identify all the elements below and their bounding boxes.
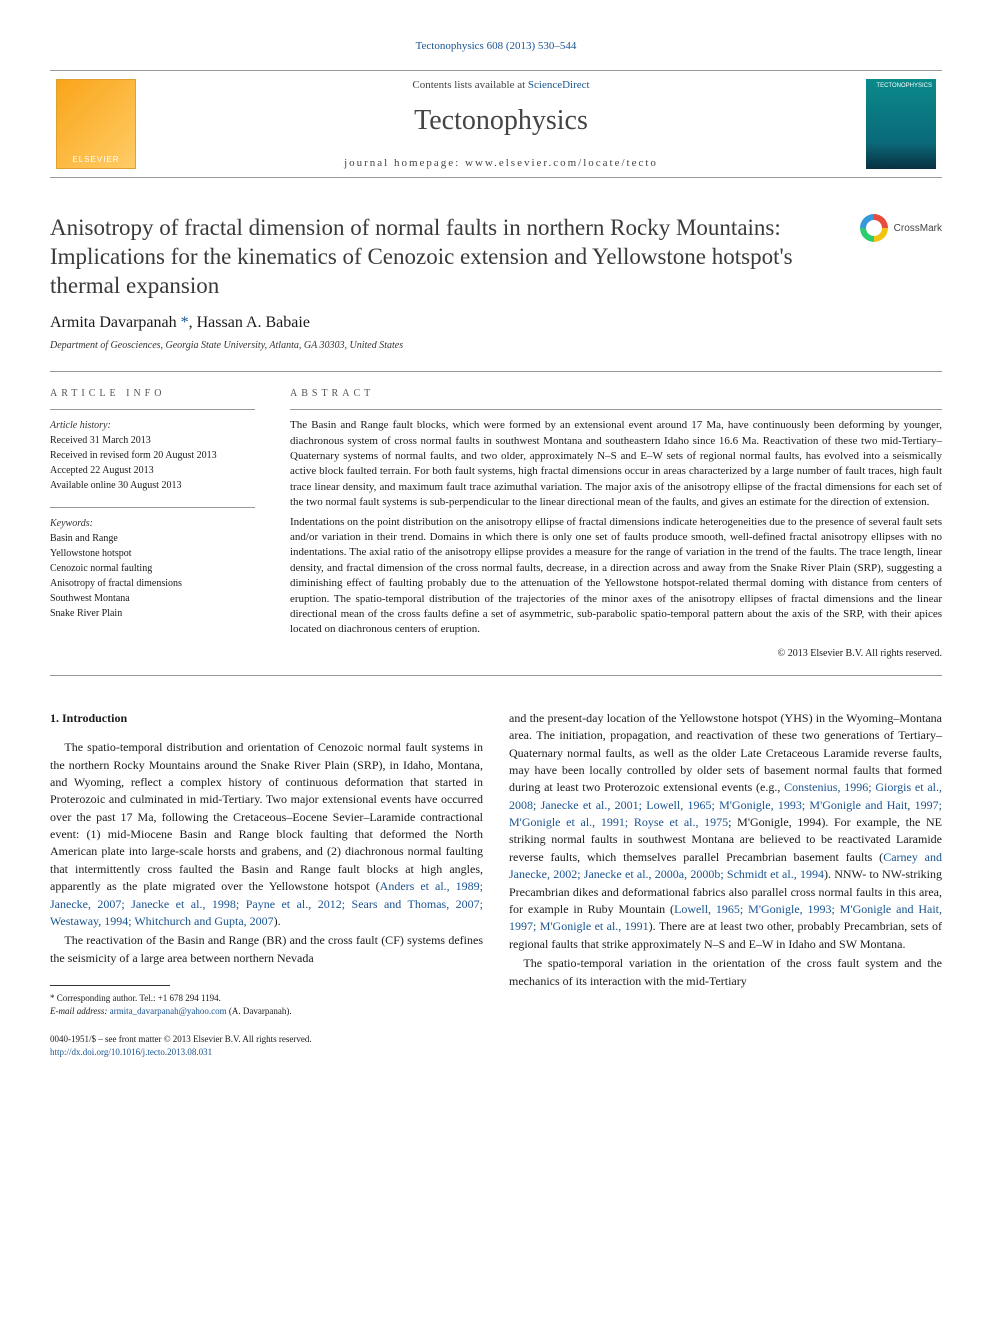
email-line: E-mail address: armita_davarpanah@yahoo.…: [50, 1005, 483, 1018]
keyword: Anisotropy of fractal dimensions: [50, 576, 255, 591]
section-heading: 1. Introduction: [50, 710, 483, 727]
body-text: ).: [274, 914, 281, 928]
body-text: The spatio-temporal distribution and ori…: [50, 740, 483, 893]
history-accepted: Accepted 22 August 2013: [50, 463, 255, 478]
email-suffix: (A. Davarpanah).: [227, 1006, 292, 1016]
body-paragraph: The spatio-temporal variation in the ori…: [509, 955, 942, 990]
keyword: Snake River Plain: [50, 606, 255, 621]
crossmark-widget[interactable]: CrossMark: [860, 214, 942, 242]
body-paragraph: The spatio-temporal distribution and ori…: [50, 739, 483, 930]
article-info-sidebar: ARTICLE INFO Article history: Received 3…: [50, 372, 270, 674]
body-columns: 1. Introduction The spatio-temporal dist…: [50, 710, 942, 1059]
corresponding-mark[interactable]: *: [181, 314, 189, 331]
footnote-rule: [50, 985, 170, 986]
affiliation: Department of Geosciences, Georgia State…: [50, 340, 942, 351]
header-center: Contents lists available at ScienceDirec…: [136, 79, 866, 169]
article-info-heading: ARTICLE INFO: [50, 388, 255, 399]
keyword: Southwest Montana: [50, 591, 255, 606]
crossmark-icon: [860, 214, 888, 242]
journal-homepage: journal homepage: www.elsevier.com/locat…: [136, 157, 866, 169]
bottom-meta: 0040-1951/$ – see front matter © 2013 El…: [50, 1033, 483, 1058]
abstract-p2: Indentations on the point distribution o…: [290, 515, 942, 638]
keyword: Basin and Range: [50, 531, 255, 546]
article-history: Article history: Received 31 March 2013 …: [50, 418, 255, 493]
keyword: Yellowstone hotspot: [50, 546, 255, 561]
author-1: Armita Davarpanah: [50, 314, 177, 331]
body-paragraph: and the present-day location of the Yell…: [509, 710, 942, 953]
email-link[interactable]: armita_davarpanah@yahoo.com: [110, 1006, 227, 1016]
article-title: Anisotropy of fractal dimension of norma…: [50, 214, 800, 300]
abstract-text: The Basin and Range fault blocks, which …: [290, 418, 942, 637]
crossmark-label: CrossMark: [894, 223, 942, 234]
journal-cover-thumb: TECTONOPHYSICS: [866, 79, 936, 169]
left-column: 1. Introduction The spatio-temporal dist…: [50, 710, 483, 1059]
corr-author-line: * Corresponding author. Tel.: +1 678 294…: [50, 992, 483, 1005]
keywords-block: Keywords: Basin and Range Yellowstone ho…: [50, 516, 255, 621]
homepage-prefix: journal homepage:: [344, 157, 465, 169]
running-citation: Tectonophysics 608 (2013) 530–544: [50, 40, 942, 52]
homepage-url: www.elsevier.com/locate/tecto: [465, 157, 658, 169]
contents-prefix: Contents lists available at: [412, 79, 527, 91]
journal-header: ELSEVIER Contents lists available at Sci…: [50, 70, 942, 178]
abstract-copyright: © 2013 Elsevier B.V. All rights reserved…: [290, 648, 942, 659]
right-column: and the present-day location of the Yell…: [509, 710, 942, 1059]
corresponding-footnote: * Corresponding author. Tel.: +1 678 294…: [50, 992, 483, 1017]
history-online: Available online 30 August 2013: [50, 478, 255, 493]
doi-link[interactable]: http://dx.doi.org/10.1016/j.tecto.2013.0…: [50, 1047, 212, 1057]
elsevier-logo: ELSEVIER: [56, 79, 136, 169]
author-2: , Hassan A. Babaie: [189, 314, 310, 331]
history-revised: Received in revised form 20 August 2013: [50, 448, 255, 463]
abstract-p1: The Basin and Range fault blocks, which …: [290, 418, 942, 510]
abstract-heading: ABSTRACT: [290, 388, 942, 399]
body-paragraph: The reactivation of the Basin and Range …: [50, 932, 483, 967]
history-received: Received 31 March 2013: [50, 433, 255, 448]
issn-line: 0040-1951/$ – see front matter © 2013 El…: [50, 1033, 483, 1046]
author-list: Armita Davarpanah *, Hassan A. Babaie: [50, 314, 942, 332]
keywords-label: Keywords:: [50, 516, 255, 531]
email-label: E-mail address:: [50, 1006, 110, 1016]
contents-line: Contents lists available at ScienceDirec…: [136, 79, 866, 91]
history-label: Article history:: [50, 418, 255, 433]
abstract-column: ABSTRACT The Basin and Range fault block…: [270, 372, 942, 674]
sciencedirect-link[interactable]: ScienceDirect: [528, 79, 590, 91]
journal-name: Tectonophysics: [136, 105, 866, 137]
keyword: Cenozoic normal faulting: [50, 561, 255, 576]
